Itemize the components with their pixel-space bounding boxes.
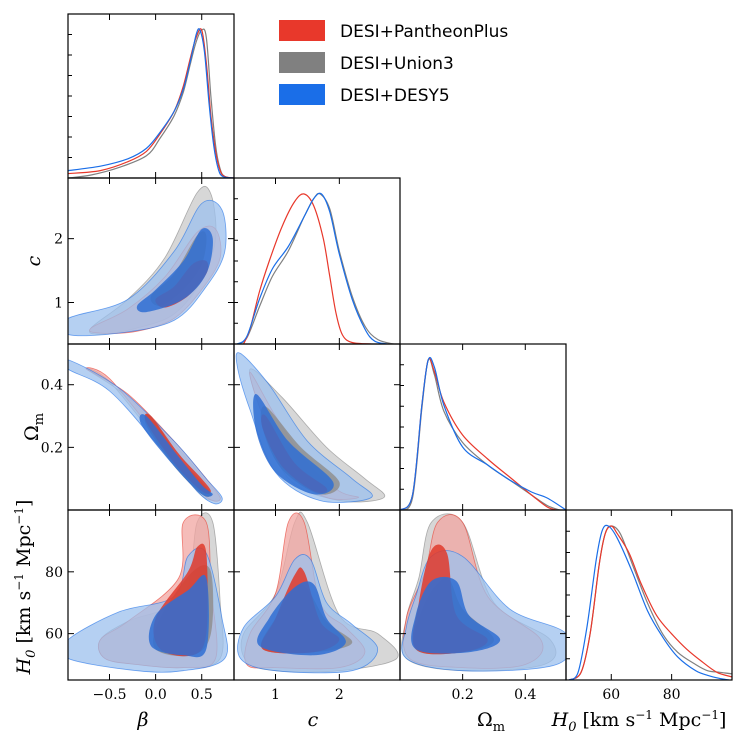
joint-panel-beta-h0 xyxy=(67,509,235,681)
legend-swatch-union3 xyxy=(279,52,325,73)
marginal-panel-h0 xyxy=(565,509,733,681)
contour-inner-desy5 xyxy=(257,581,346,656)
joint-panel-beta-omega_m xyxy=(67,343,235,511)
y-axis-title-h0: H0 [km s−1 Mpc−1] xyxy=(12,500,39,676)
x-tick-label: 0.2 xyxy=(452,687,474,703)
x-axis-title-c: c xyxy=(308,709,319,731)
joint-panel-beta-c xyxy=(67,177,235,345)
legend: DESI+PantheonPlus DESI+Union3 DESI+DESY5 xyxy=(279,20,508,106)
y-tick-label: 1 xyxy=(54,296,63,312)
panels-layer xyxy=(67,13,733,681)
marginal-curve-desy5 xyxy=(68,28,234,178)
x-tick-label: 0.5 xyxy=(191,687,213,703)
x-axis-title-h0: H0 [km s−1 Mpc−1] xyxy=(551,708,727,735)
x-tick-label: 0.0 xyxy=(144,687,166,703)
marginal-panel-c xyxy=(233,177,401,345)
legend-swatch-pantheon xyxy=(279,20,325,41)
y-tick-label: 0.2 xyxy=(41,440,63,456)
y-tick-label: 0.4 xyxy=(41,378,63,394)
joint-panel-c-h0 xyxy=(233,509,401,681)
contour-inner-desy5 xyxy=(139,414,213,497)
contour-inner-pantheon xyxy=(144,413,211,494)
x-tick-label: 1 xyxy=(271,687,280,703)
x-axis-title-omega-m: Ωm xyxy=(477,709,505,735)
panel-frame xyxy=(399,343,567,511)
joint-panel-omega_m-h0 xyxy=(399,509,567,681)
legend-label-desy5: DESI+DESY5 xyxy=(340,86,450,106)
y-axis-title-omega-m: Ωm xyxy=(21,413,47,441)
contour-inner-desy5 xyxy=(148,574,209,658)
y-axis-title-c: c xyxy=(23,255,45,266)
legend-label-union3: DESI+Union3 xyxy=(340,54,454,74)
legend-label-pantheon: DESI+PantheonPlus xyxy=(340,22,508,42)
x-tick-label: 80 xyxy=(663,687,681,703)
marginal-curve-pantheon xyxy=(568,525,732,680)
contour-inner-desy5 xyxy=(411,576,501,654)
x-tick-label: 60 xyxy=(602,687,620,703)
panel-frame xyxy=(233,177,401,345)
x-axis-title-beta: β xyxy=(137,709,149,731)
y-tick-label: 2 xyxy=(54,232,63,248)
contour-outer-desy5 xyxy=(235,352,373,503)
marginal-curve-union3 xyxy=(68,28,234,178)
x-tick-label: 2 xyxy=(335,687,344,703)
contour-outer-desy5 xyxy=(68,199,227,337)
marginal-curve-pantheon xyxy=(400,357,557,510)
marginal-panel-omega_m xyxy=(399,343,567,511)
joint-panel-c-omega_m xyxy=(233,343,401,511)
marginal-curve-desy5 xyxy=(400,356,566,510)
labels-layer: 1 2 0.2 0.4 −0.5 0.0 0.5 60 80 1 2 0.2 0.4 60 80 β c Ωm H0… xyxy=(12,232,726,735)
marginal-curve-union3 xyxy=(400,358,560,510)
contour-inner-desy5 xyxy=(253,394,334,495)
y-tick-label: 60 xyxy=(45,627,63,643)
marginal-panel-beta xyxy=(67,13,235,179)
contour-inner-desy5 xyxy=(136,227,213,313)
marginal-curve-pantheon xyxy=(243,193,372,344)
legend-swatch-desy5 xyxy=(279,84,325,105)
x-tick-label: 0.4 xyxy=(514,687,536,703)
marginal-curve-desy5 xyxy=(568,524,730,680)
marginal-curve-desy5 xyxy=(236,192,388,344)
x-tick-label: −0.5 xyxy=(93,687,127,703)
y-tick-label: 80 xyxy=(45,565,63,581)
marginal-curve-union3 xyxy=(236,192,394,344)
